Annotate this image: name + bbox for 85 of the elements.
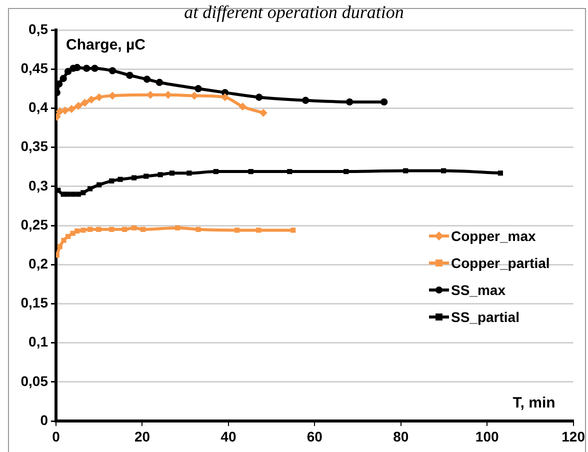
point [248,168,254,174]
point [64,68,72,76]
point [144,174,149,179]
y-tick-label: 0 [40,412,48,428]
point [169,170,175,176]
y-tick-label: 0,15 [20,294,48,311]
point [80,228,86,233]
point [56,107,64,116]
point [344,168,349,174]
point [88,226,93,232]
y-tick-label: 0,5 [28,20,48,37]
y-tick-label: 0,1 [28,334,48,350]
y-tick-label: 0,3 [28,177,48,194]
point [175,225,180,230]
point [88,186,93,192]
point [498,170,504,176]
point [156,78,164,86]
point [290,228,296,233]
point [213,168,218,174]
point [80,190,86,196]
point [302,96,310,104]
x-tick-label: 0 [52,428,60,444]
point [74,228,80,234]
point [66,192,71,197]
point [118,176,123,182]
point [68,104,76,113]
point [80,98,89,107]
point [91,64,98,72]
point [380,98,388,106]
y-tick-label: 0,2 [28,255,48,272]
point [194,85,202,92]
point [158,172,163,178]
point [256,228,262,233]
point [96,226,102,232]
point [143,76,151,83]
point [60,192,66,197]
legend-label: SS_max [451,282,506,298]
point [220,93,229,102]
legend-label: Copper_partial [451,254,550,270]
point [186,170,192,176]
point [140,226,146,232]
point [83,64,90,72]
point [131,225,137,230]
point [234,228,240,233]
point [95,93,104,102]
y-tick-label: 0,35 [20,138,48,154]
legend-label: SS_partial [451,308,520,324]
point [196,226,201,232]
point [131,175,137,180]
point [74,102,82,110]
point [76,192,81,197]
y-tick-label: 0,05 [20,372,48,389]
y-tick-label: 0,45 [20,60,48,76]
point [126,72,134,79]
point [255,94,263,101]
x-tick-label: 60 [306,428,323,444]
point [287,168,292,174]
point [57,244,62,250]
x-tick-label: 120 [562,428,586,444]
x-tick-label: 40 [220,428,236,444]
point [259,108,268,117]
point [403,168,408,174]
point [346,98,354,106]
y-tick-label: 0,25 [20,216,48,232]
x-tick-label: 80 [393,428,409,444]
chart-title: at different operation duration [184,2,404,22]
point [108,67,116,74]
legend-label: Copper_max [451,228,536,244]
point [60,74,67,82]
y-axis-title: Charge, µC [66,36,146,54]
x-tick-label: 100 [475,428,499,444]
point [70,192,76,197]
point [109,226,114,232]
x-tick-label: 20 [134,428,150,444]
point [109,178,114,184]
point [122,226,128,232]
y-tick-label: 0,4 [28,99,48,116]
point [441,168,446,174]
x-axis-title: T, min [512,394,556,412]
point [238,102,247,111]
point [87,96,96,104]
point [74,64,81,72]
point [61,238,66,243]
point [66,234,71,239]
point [96,182,102,188]
